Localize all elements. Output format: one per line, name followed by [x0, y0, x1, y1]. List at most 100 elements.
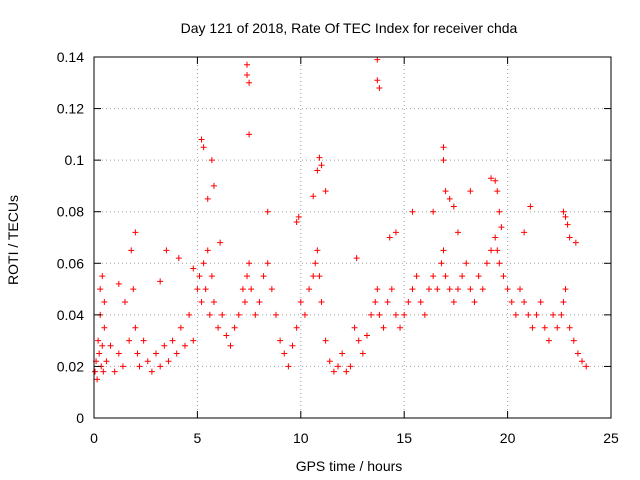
data-point: [208, 157, 215, 164]
data-point: [380, 324, 387, 331]
data-point: [494, 247, 501, 254]
data-point: [483, 260, 490, 267]
y-tick-label: 0: [76, 410, 84, 426]
data-point: [440, 247, 447, 254]
data-point: [558, 311, 565, 318]
data-point: [533, 311, 540, 318]
data-point: [347, 363, 354, 370]
data-point: [554, 324, 561, 331]
data-point: [374, 56, 381, 63]
data-point: [421, 311, 428, 318]
data-point: [359, 350, 366, 357]
data-point: [409, 208, 416, 215]
y-axis-label: ROTI / TECUs: [5, 195, 21, 285]
y-tick-label: 0.02: [57, 358, 84, 374]
data-point: [386, 234, 393, 241]
data-point: [322, 188, 329, 195]
data-point: [136, 363, 143, 370]
data-point: [392, 311, 399, 318]
data-point: [217, 239, 224, 246]
data-point: [196, 273, 203, 280]
data-point: [467, 286, 474, 293]
data-point: [144, 358, 151, 365]
data-point: [173, 350, 180, 357]
data-point: [252, 311, 259, 318]
data-point: [353, 255, 360, 262]
data-point: [132, 324, 139, 331]
data-point: [566, 324, 573, 331]
data-point: [204, 195, 211, 202]
data-point: [190, 265, 197, 272]
data-point: [94, 376, 101, 383]
data-point: [115, 350, 122, 357]
data-point: [295, 213, 302, 220]
data-point: [101, 298, 108, 305]
data-point: [498, 224, 505, 231]
data-point: [454, 286, 461, 293]
data-point: [210, 182, 217, 189]
data-point: [442, 188, 449, 195]
data-point: [471, 298, 478, 305]
data-point: [384, 298, 391, 305]
data-point: [293, 219, 300, 226]
data-point: [157, 363, 164, 370]
data-point: [566, 234, 573, 241]
data-point: [200, 260, 207, 267]
data-point: [246, 260, 253, 267]
data-point: [363, 332, 370, 339]
data-point: [312, 260, 319, 267]
data-point: [401, 311, 408, 318]
data-point: [100, 368, 107, 375]
data-point: [413, 273, 420, 280]
data-point: [293, 324, 300, 331]
data-point: [153, 350, 160, 357]
x-tick-label: 15: [396, 430, 412, 446]
data-point: [215, 324, 222, 331]
data-point: [244, 72, 251, 79]
data-point: [310, 273, 317, 280]
data-point: [409, 286, 416, 293]
data-point: [326, 358, 333, 365]
data-point: [264, 208, 271, 215]
data-point: [208, 273, 215, 280]
data-point: [198, 136, 205, 143]
data-point: [492, 177, 499, 184]
data-point: [508, 298, 515, 305]
data-point: [111, 368, 118, 375]
data-point: [339, 350, 346, 357]
data-point: [248, 286, 255, 293]
data-point: [92, 368, 99, 375]
data-point: [512, 311, 519, 318]
data-point: [115, 280, 122, 287]
data-point: [301, 311, 308, 318]
data-point: [574, 350, 581, 357]
data-point: [525, 311, 532, 318]
data-point: [260, 273, 267, 280]
data-point: [194, 286, 201, 293]
x-tick-label: 25: [603, 430, 619, 446]
data-point: [440, 144, 447, 151]
data-point: [570, 337, 577, 344]
data-point: [467, 188, 474, 195]
data-point: [200, 144, 207, 151]
data-point: [446, 195, 453, 202]
data-point: [560, 208, 567, 215]
data-point: [186, 311, 193, 318]
data-point: [126, 337, 133, 344]
y-tick-label: 0.06: [57, 255, 84, 271]
data-point: [306, 286, 313, 293]
data-point: [496, 208, 503, 215]
data-point: [119, 363, 126, 370]
data-point: [479, 286, 486, 293]
data-point: [541, 324, 548, 331]
data-point: [190, 337, 197, 344]
data-point: [246, 79, 253, 86]
data-point: [99, 273, 106, 280]
data-point: [397, 324, 404, 331]
data-point: [572, 239, 579, 246]
axis-ticks: 0 5 10 15 20 25 0 0.02 0.04 0.06 0.08 0.1 0.12 0.14: [57, 49, 619, 446]
data-point: [244, 61, 251, 68]
data-point: [475, 273, 482, 280]
data-point: [204, 247, 211, 254]
